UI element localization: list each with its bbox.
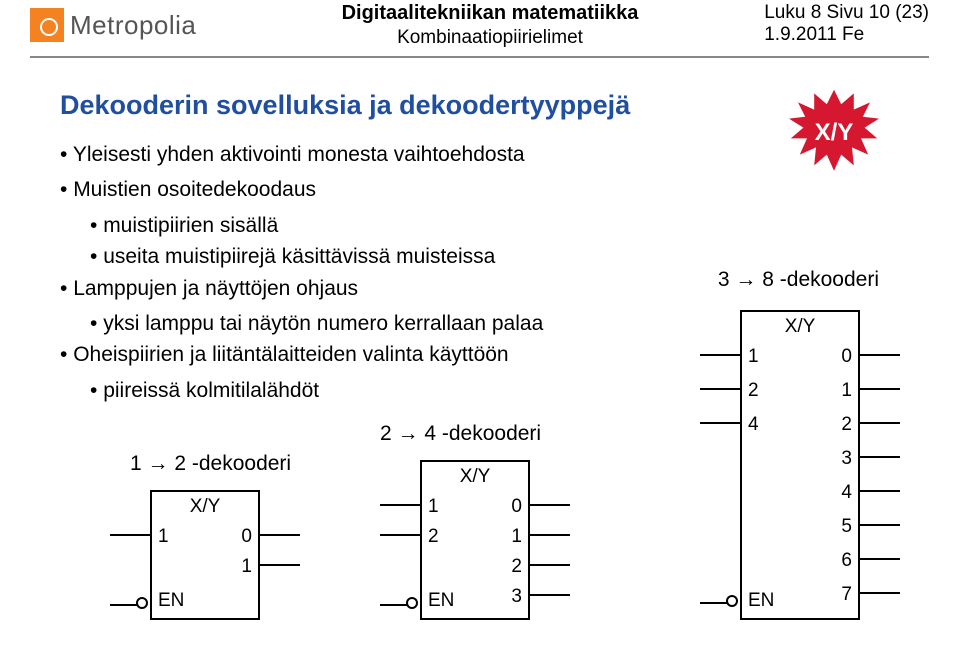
starburst-label: X/Y bbox=[789, 88, 879, 178]
dec24-out3: 3 bbox=[511, 586, 522, 608]
dec38-in4: 4 bbox=[748, 414, 759, 436]
dec38-diagram: X/Y 1 2 4 0 1 2 3 4 5 6 7 EN bbox=[740, 310, 860, 620]
dec24-in1: 1 bbox=[428, 496, 439, 518]
header-center: Digitaalitekniikan matematiikka Kombinaa… bbox=[310, 2, 670, 49]
dec38-title: X/Y bbox=[742, 316, 858, 338]
bullet-sub: yksi lamppu tai näytön numero kerrallaan… bbox=[90, 309, 543, 338]
wire bbox=[860, 456, 900, 458]
wire bbox=[260, 534, 300, 536]
dec38-out1: 1 bbox=[841, 380, 852, 402]
dec12-out0: 0 bbox=[241, 526, 252, 548]
wire bbox=[700, 602, 728, 604]
dec38-out2: 2 bbox=[841, 414, 852, 436]
wire bbox=[110, 534, 150, 536]
header-divider bbox=[30, 56, 929, 58]
dec38-out0: 0 bbox=[841, 346, 852, 368]
bullet-sub: piireissä kolmitilalähdöt bbox=[90, 376, 543, 405]
wire bbox=[530, 534, 570, 536]
bullet-sub: useita muistipiirejä käsittävissä muiste… bbox=[90, 242, 543, 271]
bullet: Oheispiirien ja liitäntälaitteiden valin… bbox=[60, 340, 543, 369]
dec24-out2: 2 bbox=[511, 556, 522, 578]
dec12-title: X/Y bbox=[152, 496, 258, 518]
slide-title: Dekooderin sovelluksia ja dekoodertyyppe… bbox=[60, 90, 630, 121]
dec38-in1: 1 bbox=[748, 346, 759, 368]
bullet: Lamppujen ja näyttöjen ohjaus bbox=[60, 274, 543, 303]
starburst-icon: X/Y bbox=[789, 88, 879, 178]
header-right: Luku 8 Sivu 10 (23) 1.9.2011 Fe bbox=[764, 2, 929, 46]
header-title: Digitaalitekniikan matematiikka bbox=[310, 2, 670, 25]
wire bbox=[530, 504, 570, 506]
wire bbox=[530, 564, 570, 566]
bullet: Yleisesti yhden aktivointi monesta vaiht… bbox=[60, 140, 543, 169]
negation-icon bbox=[406, 597, 418, 609]
wire bbox=[860, 354, 900, 356]
logo-text: Metropolia bbox=[70, 10, 196, 41]
bullet-list: Yleisesti yhden aktivointi monesta vaiht… bbox=[60, 140, 543, 407]
dec12-out1: 1 bbox=[241, 556, 252, 578]
wire bbox=[530, 594, 570, 596]
dec38-caption: 3 → 8 -dekooderi bbox=[718, 268, 879, 292]
dec38-out5: 5 bbox=[841, 516, 852, 538]
dec24-diagram: X/Y 1 2 0 1 2 3 EN bbox=[420, 460, 530, 620]
wire bbox=[860, 422, 900, 424]
dec24-en: EN bbox=[428, 590, 454, 612]
wire bbox=[860, 388, 900, 390]
page-date: 1.9.2011 Fe bbox=[764, 24, 929, 46]
logo-icon bbox=[30, 8, 64, 42]
logo: Metropolia bbox=[30, 8, 196, 42]
wire bbox=[860, 558, 900, 560]
dec12-diagram: X/Y 1 0 1 EN bbox=[150, 490, 260, 620]
header-subtitle: Kombinaatiopiirielimet bbox=[310, 27, 670, 49]
negation-icon bbox=[726, 595, 738, 607]
wire bbox=[700, 354, 740, 356]
wire bbox=[700, 422, 740, 424]
dec24-caption: 2 → 4 -dekooderi bbox=[380, 422, 541, 446]
wire bbox=[860, 524, 900, 526]
dec12-caption: 1 → 2 -dekooderi bbox=[130, 452, 291, 476]
wire bbox=[380, 504, 420, 506]
dec24-out1: 1 bbox=[511, 526, 522, 548]
negation-icon bbox=[136, 597, 148, 609]
dec12-in: 1 bbox=[158, 526, 169, 548]
dec24-in2: 2 bbox=[428, 526, 439, 548]
dec38-out4: 4 bbox=[841, 482, 852, 504]
wire bbox=[700, 388, 740, 390]
page-header: Metropolia Digitaalitekniikan matematiik… bbox=[0, 0, 959, 60]
dec38-en: EN bbox=[748, 590, 774, 612]
bullet-sub: muistipiirien sisällä bbox=[90, 211, 543, 240]
dec24-out0: 0 bbox=[511, 496, 522, 518]
dec38-out6: 6 bbox=[841, 550, 852, 572]
dec38-out7: 7 bbox=[841, 584, 852, 606]
wire bbox=[110, 604, 138, 606]
dec38-out3: 3 bbox=[841, 448, 852, 470]
dec12-en: EN bbox=[158, 590, 184, 612]
wire bbox=[860, 592, 900, 594]
wire bbox=[860, 490, 900, 492]
dec24-title: X/Y bbox=[422, 466, 528, 488]
wire bbox=[380, 534, 420, 536]
page-info: Luku 8 Sivu 10 (23) bbox=[764, 2, 929, 24]
dec38-in2: 2 bbox=[748, 380, 759, 402]
wire bbox=[260, 564, 300, 566]
bullet: Muistien osoitedekoodaus bbox=[60, 175, 543, 204]
wire bbox=[380, 604, 408, 606]
